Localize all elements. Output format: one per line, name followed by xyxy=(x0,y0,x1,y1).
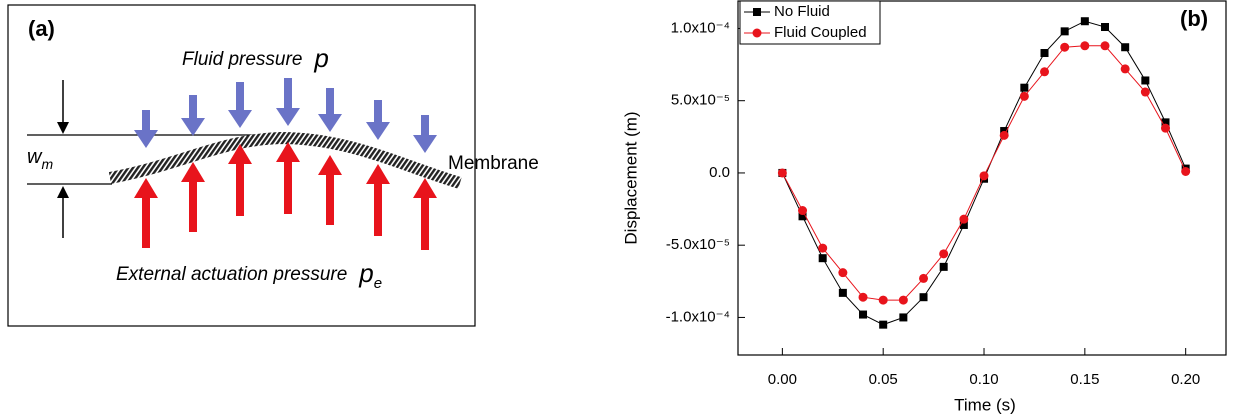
w-subscript: m xyxy=(41,156,53,172)
y-tick-label: 1.0x10⁻⁴ xyxy=(671,19,730,36)
actuation-arrow xyxy=(413,178,437,250)
panel-frame xyxy=(7,4,476,327)
marker xyxy=(1181,166,1191,176)
marker xyxy=(999,130,1009,140)
fluid-symbol: p xyxy=(313,43,328,73)
external-pressure-label: External actuation pressure pe xyxy=(116,258,382,292)
actuation-arrow xyxy=(276,142,300,214)
marker xyxy=(838,268,848,278)
x-tick-label: 0.20 xyxy=(1171,371,1200,388)
marker xyxy=(798,212,807,221)
marker xyxy=(899,313,908,322)
membrane-label: Membrane xyxy=(448,153,539,174)
marker xyxy=(959,214,969,224)
marker xyxy=(878,295,888,305)
marker xyxy=(858,292,868,302)
marker xyxy=(898,295,908,305)
marker xyxy=(979,171,989,181)
panel-label: (a) xyxy=(28,16,55,41)
marker xyxy=(1080,41,1090,51)
marker xyxy=(859,310,868,319)
marker xyxy=(1020,83,1029,92)
panel-a: (a) Fluid pressure p External actuation p… xyxy=(7,4,539,327)
external-symbol: p xyxy=(358,258,373,288)
marker xyxy=(1161,123,1171,133)
marker xyxy=(1060,27,1069,36)
x-tick-label: 0.15 xyxy=(1070,371,1099,388)
fluid-pressure-label: Fluid pressure p xyxy=(182,43,329,73)
legend-label: Fluid Coupled xyxy=(774,24,867,41)
marker xyxy=(818,254,827,263)
actuation-arrow xyxy=(228,144,252,216)
fluid-arrow xyxy=(181,95,205,136)
marker xyxy=(1060,42,1070,52)
marker xyxy=(1140,87,1150,97)
marker xyxy=(1080,17,1089,26)
fluid-pressure-text: Fluid pressure xyxy=(182,49,302,70)
fluid-arrow xyxy=(413,115,437,153)
fluid-arrow xyxy=(366,100,390,140)
x-tick-label: 0.10 xyxy=(969,371,998,388)
x-tick-label: 0.00 xyxy=(768,371,797,388)
marker xyxy=(818,243,828,253)
y-tick-label: 0.0 xyxy=(709,164,730,181)
panel-label: (b) xyxy=(1180,6,1208,31)
marker xyxy=(939,249,949,259)
marker xyxy=(838,288,847,297)
external-pressure-text: External actuation pressure xyxy=(116,264,347,285)
panel-b: (b) Time (s) Displacement (m) 0.00 0.05 0.… xyxy=(621,0,1227,414)
marker xyxy=(798,206,808,216)
plot-frame xyxy=(737,0,1227,356)
marker xyxy=(919,293,928,302)
w-symbol: w xyxy=(27,146,43,168)
x-tick-label: 0.05 xyxy=(869,371,898,388)
marker xyxy=(1121,43,1130,52)
marker xyxy=(919,273,929,283)
y-tick-label: -5.0x10⁻⁵ xyxy=(666,236,730,253)
x-axis-title: Time (s) xyxy=(954,395,1016,414)
fluid-arrow xyxy=(276,78,300,126)
marker xyxy=(939,262,948,271)
marker xyxy=(777,168,787,178)
actuation-arrow xyxy=(134,178,158,248)
y-tick-label: -1.0x10⁻⁴ xyxy=(666,308,730,325)
fluid-arrow xyxy=(228,82,252,128)
actuation-arrow xyxy=(366,164,390,236)
marker xyxy=(1040,67,1050,77)
y-axis-title: Displacement (m) xyxy=(621,111,640,244)
fluid-arrows xyxy=(134,78,437,153)
marker xyxy=(959,220,968,229)
marker xyxy=(753,8,761,16)
actuation-arrows xyxy=(134,142,437,250)
fluid-arrow xyxy=(134,110,158,148)
marker xyxy=(879,320,888,329)
marker xyxy=(1100,41,1110,51)
legend-frame xyxy=(739,0,881,45)
marker xyxy=(1019,91,1029,101)
marker xyxy=(1161,118,1170,127)
membrane xyxy=(108,131,462,189)
y-tick-label: 5.0x10⁻⁵ xyxy=(671,92,730,109)
fluid-arrow xyxy=(318,88,342,132)
marker xyxy=(1101,23,1110,32)
marker xyxy=(1120,64,1130,74)
marker xyxy=(1141,76,1150,85)
marker xyxy=(1040,49,1049,58)
legend-label: No Fluid xyxy=(774,3,830,20)
external-subscript: e xyxy=(374,275,382,292)
marker xyxy=(752,28,762,38)
w-label: wm xyxy=(27,146,53,171)
actuation-arrow xyxy=(318,155,342,225)
actuation-arrow xyxy=(181,162,205,232)
